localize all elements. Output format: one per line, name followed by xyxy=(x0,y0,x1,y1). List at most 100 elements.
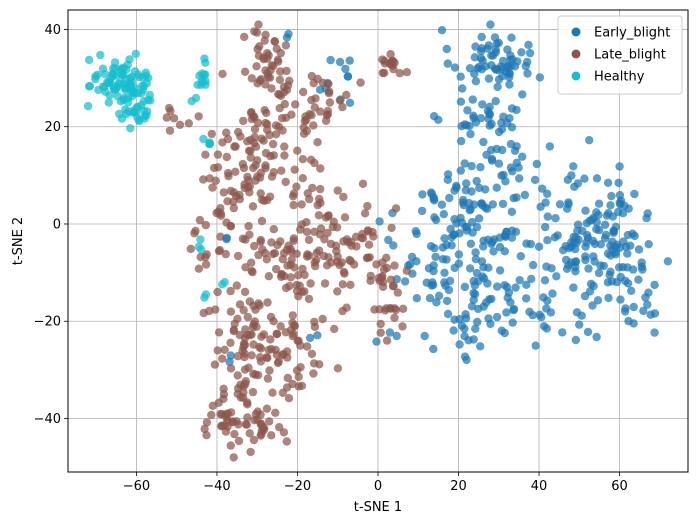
data-point-late-blight xyxy=(282,66,291,76)
data-point-early-blight xyxy=(515,174,524,183)
data-point-healthy xyxy=(196,245,206,254)
data-point-early-blight xyxy=(476,163,485,172)
data-point-late-blight xyxy=(201,150,210,159)
data-point-late-blight xyxy=(298,264,307,274)
data-point-early-blight xyxy=(444,285,454,295)
data-point-late-blight xyxy=(281,113,291,123)
data-point-healthy xyxy=(133,70,143,79)
data-point-late-blight xyxy=(220,345,229,354)
data-point-late-blight xyxy=(249,301,258,310)
data-point-early-blight xyxy=(609,226,618,236)
data-point-late-blight xyxy=(256,344,266,353)
data-point-early-blight xyxy=(491,45,500,54)
data-point-late-blight xyxy=(215,246,224,255)
data-point-early-blight xyxy=(535,73,545,82)
data-point-late-blight xyxy=(210,360,220,369)
data-point-late-blight xyxy=(275,104,284,113)
data-point-early-blight xyxy=(225,357,234,367)
data-point-early-blight xyxy=(619,237,628,246)
data-point-late-blight xyxy=(231,167,240,176)
data-point-late-blight xyxy=(351,232,361,241)
data-point-late-blight xyxy=(269,225,278,234)
data-point-late-blight xyxy=(246,153,255,162)
data-point-healthy xyxy=(118,71,127,80)
data-point-late-blight xyxy=(304,294,314,304)
data-point-healthy xyxy=(196,235,205,244)
data-point-late-blight xyxy=(251,409,260,419)
data-point-late-blight xyxy=(315,360,324,369)
data-point-late-blight xyxy=(292,249,301,258)
data-points xyxy=(83,20,673,462)
data-point-late-blight xyxy=(296,341,305,350)
data-point-early-blight xyxy=(443,309,453,319)
data-point-late-blight xyxy=(256,235,265,245)
data-point-late-blight xyxy=(398,322,407,331)
data-point-early-blight xyxy=(507,233,517,242)
data-point-late-blight xyxy=(263,374,273,383)
data-point-early-blight xyxy=(484,314,493,323)
y-axis-label: t-SNE 2 xyxy=(11,217,26,265)
data-point-early-blight xyxy=(641,293,650,302)
data-point-early-blight xyxy=(461,186,470,195)
data-point-early-blight xyxy=(460,282,470,292)
data-point-late-blight xyxy=(233,371,242,380)
data-point-early-blight xyxy=(634,245,644,254)
data-point-late-blight xyxy=(282,437,291,446)
data-point-early-blight xyxy=(562,264,572,273)
data-point-early-blight xyxy=(487,239,496,248)
data-point-early-blight xyxy=(643,300,652,309)
data-point-late-blight xyxy=(312,255,321,265)
data-point-late-blight xyxy=(226,307,236,316)
data-point-early-blight xyxy=(522,294,531,303)
data-point-early-blight xyxy=(498,199,508,209)
data-point-late-blight xyxy=(236,132,245,141)
data-point-late-blight xyxy=(226,338,235,347)
data-point-late-blight xyxy=(229,203,238,213)
legend-marker-healthy xyxy=(571,71,581,81)
data-point-late-blight xyxy=(284,394,294,403)
data-point-early-blight xyxy=(522,280,531,289)
data-point-early-blight xyxy=(600,220,610,229)
data-point-early-blight xyxy=(506,298,515,307)
data-point-late-blight xyxy=(244,146,254,155)
y-tick-label: 40 xyxy=(44,23,61,38)
data-point-late-blight xyxy=(249,163,258,173)
data-point-late-blight xyxy=(339,192,348,202)
data-point-late-blight xyxy=(267,61,276,70)
data-point-late-blight xyxy=(380,68,389,78)
data-point-early-blight xyxy=(573,179,583,188)
legend-marker-early-blight xyxy=(571,27,581,37)
data-point-early-blight xyxy=(420,331,429,341)
data-point-early-blight xyxy=(487,294,496,304)
data-point-early-blight xyxy=(615,162,624,171)
data-point-late-blight xyxy=(262,353,271,362)
data-point-late-blight xyxy=(340,213,350,222)
data-point-late-blight xyxy=(222,128,231,137)
data-point-late-blight xyxy=(316,107,325,116)
data-point-late-blight xyxy=(395,69,404,78)
data-point-late-blight xyxy=(282,85,292,95)
data-point-early-blight xyxy=(527,274,536,284)
data-point-early-blight xyxy=(498,145,507,155)
data-point-early-blight xyxy=(590,257,599,266)
data-point-late-blight xyxy=(222,412,231,422)
data-point-early-blight xyxy=(615,190,625,200)
data-point-early-blight xyxy=(345,98,355,108)
data-point-late-blight xyxy=(199,175,208,184)
data-point-healthy xyxy=(110,58,120,67)
data-point-early-blight xyxy=(462,179,471,188)
data-point-late-blight xyxy=(247,351,256,360)
data-point-late-blight xyxy=(299,87,308,97)
data-point-late-blight xyxy=(293,146,302,155)
data-point-late-blight xyxy=(376,328,385,337)
data-point-early-blight xyxy=(422,278,431,287)
data-point-late-blight xyxy=(247,258,256,267)
data-point-late-blight xyxy=(382,336,392,345)
series-late-blight xyxy=(162,20,412,462)
data-point-late-blight xyxy=(382,253,391,262)
legend-marker-late-blight xyxy=(571,49,581,59)
data-point-late-blight xyxy=(296,225,305,234)
data-point-late-blight xyxy=(342,90,351,100)
data-point-late-blight xyxy=(249,435,259,445)
x-tick-label: 60 xyxy=(611,479,628,494)
